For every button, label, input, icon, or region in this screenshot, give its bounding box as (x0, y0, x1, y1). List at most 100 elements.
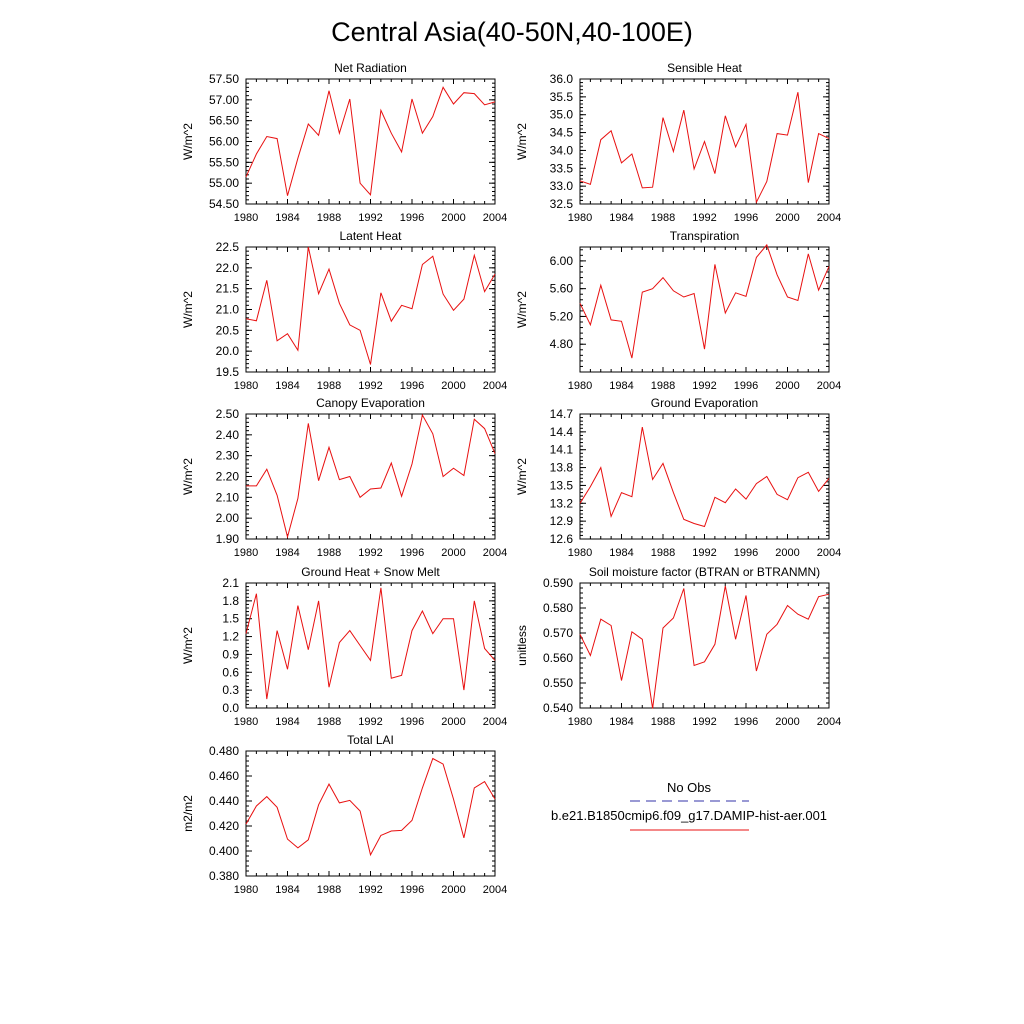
x-tick-label: 2000 (441, 212, 465, 224)
y-axis-label: W/m^2 (181, 458, 195, 495)
x-tick-label: 2000 (775, 547, 799, 559)
plot-frame (245, 246, 496, 373)
y-tick-label: 21.5 (216, 282, 240, 296)
series-line (579, 585, 830, 709)
y-axis-label: W/m^2 (181, 123, 195, 160)
y-tick-label: 32.5 (550, 197, 574, 211)
y-tick-label: 36.0 (550, 72, 574, 86)
y-tick-label: 22.0 (216, 261, 240, 275)
chart-panel: Sensible Heat W/m^2 1980 1984 1988 1992 1996 20… (515, 61, 841, 224)
x-tick-label: 1980 (568, 380, 592, 392)
y-tick-label: 5.60 (550, 282, 574, 296)
y-tick-label: 0.0 (222, 701, 239, 715)
y-tick-label: 55.50 (209, 155, 239, 169)
y-tick-label: 0.560 (543, 651, 573, 665)
x-tick-label: 1996 (734, 716, 758, 728)
y-tick-label: 2.50 (216, 407, 240, 421)
x-tick-label: 2004 (483, 716, 507, 728)
x-tick-label: 1996 (400, 716, 424, 728)
y-tick-label: 35.0 (550, 108, 574, 122)
chart-panel: Ground Heat + Snow Melt W/m^2 1980 1984 1988… (181, 565, 507, 728)
y-tick-label: 0.460 (209, 769, 239, 783)
chart-panel: Net Radiation W/m^2 1980 1984 1988 1992 1996 20… (181, 61, 507, 224)
y-tick-label: 55.00 (209, 176, 239, 190)
x-tick-label: 1988 (317, 380, 341, 392)
y-tick-label: 0.550 (543, 676, 573, 690)
series-line (245, 86, 496, 196)
y-tick-label: 19.5 (216, 365, 240, 379)
y-tick-label: 6.00 (550, 254, 574, 268)
y-tick-label: 2.40 (216, 428, 240, 442)
x-tick-label: 1992 (358, 884, 382, 896)
x-tick-label: 1988 (651, 716, 675, 728)
series-line (245, 757, 496, 857)
y-tick-label: 54.50 (209, 197, 239, 211)
y-tick-label: 2.30 (216, 449, 240, 463)
y-tick-label: 0.380 (209, 869, 239, 883)
x-tick-label: 1980 (234, 884, 258, 896)
x-tick-label: 1988 (651, 547, 675, 559)
x-tick-label: 2004 (483, 547, 507, 559)
y-axis-label: W/m^2 (515, 123, 529, 160)
y-tick-label: 1.5 (222, 612, 239, 626)
y-tick-label: 33.5 (550, 161, 574, 175)
chart-panel: Canopy Evaporation W/m^2 1980 1984 1988 1992 1… (181, 396, 507, 559)
x-tick-label: 2004 (817, 212, 841, 224)
y-tick-label: 12.9 (550, 514, 574, 528)
y-tick-label: 0.400 (209, 844, 239, 858)
x-tick-label: 1980 (568, 212, 592, 224)
panel-title: Total LAI (347, 733, 394, 747)
series-line (579, 427, 830, 528)
series-line (579, 92, 830, 204)
x-tick-label: 1984 (609, 547, 633, 559)
x-tick-label: 2004 (483, 212, 507, 224)
panel-title: Transpiration (670, 229, 740, 243)
y-tick-label: 2.10 (216, 490, 240, 504)
panel-title: Net Radiation (334, 61, 407, 75)
chart-panel: Soil moisture factor (BTRAN or BTRANMN) u… (515, 565, 841, 728)
y-tick-label: 0.420 (209, 819, 239, 833)
plot-frame (579, 582, 830, 709)
series-line (246, 413, 496, 539)
y-tick-label: 2.00 (216, 511, 240, 525)
y-tick-label: 2.1 (222, 576, 239, 590)
y-tick-label: 57.00 (209, 93, 239, 107)
x-tick-label: 1984 (275, 716, 299, 728)
y-tick-label: 56.00 (209, 135, 239, 149)
x-tick-label: 1988 (651, 212, 675, 224)
y-axis-label: W/m^2 (181, 627, 195, 664)
y-tick-label: 12.6 (550, 532, 574, 546)
x-tick-label: 1996 (734, 212, 758, 224)
y-tick-label: 1.90 (216, 532, 240, 546)
y-tick-label: 1.8 (222, 594, 239, 608)
y-tick-label: 34.0 (550, 143, 574, 157)
x-tick-label: 1992 (358, 380, 382, 392)
y-axis-label: m2/m2 (181, 795, 195, 832)
x-tick-label: 1992 (692, 212, 716, 224)
x-tick-label: 1996 (400, 884, 424, 896)
y-axis-label: W/m^2 (515, 291, 529, 328)
legend-obs-label: No Obs (667, 780, 712, 795)
x-tick-label: 1984 (275, 884, 299, 896)
y-tick-label: 14.4 (550, 425, 574, 439)
x-tick-label: 2004 (483, 380, 507, 392)
y-tick-label: 0.480 (209, 744, 239, 758)
panel-title: Canopy Evaporation (316, 396, 425, 410)
y-tick-label: 13.8 (550, 461, 574, 475)
y-tick-label: 22.5 (216, 240, 240, 254)
x-tick-label: 1996 (734, 547, 758, 559)
chart-panel: Total LAI m2/m2 1980 1984 1988 1992 1996 2000 20… (181, 733, 507, 896)
x-tick-label: 1996 (734, 380, 758, 392)
y-tick-label: 34.5 (550, 126, 574, 140)
x-tick-label: 1992 (358, 547, 382, 559)
y-tick-label: 20.0 (216, 344, 240, 358)
legend-model-label: b.e21.B1850cmip6.f09_g17.DAMIP-hist-aer.… (551, 808, 827, 823)
y-tick-label: 35.5 (550, 90, 574, 104)
y-tick-label: 4.80 (550, 337, 574, 351)
y-tick-label: 20.5 (216, 323, 240, 337)
panel-title: Sensible Heat (667, 61, 742, 75)
figure-title: Central Asia(40-50N,40-100E) (331, 17, 693, 47)
x-tick-label: 2000 (441, 884, 465, 896)
y-tick-label: 21.0 (216, 303, 240, 317)
